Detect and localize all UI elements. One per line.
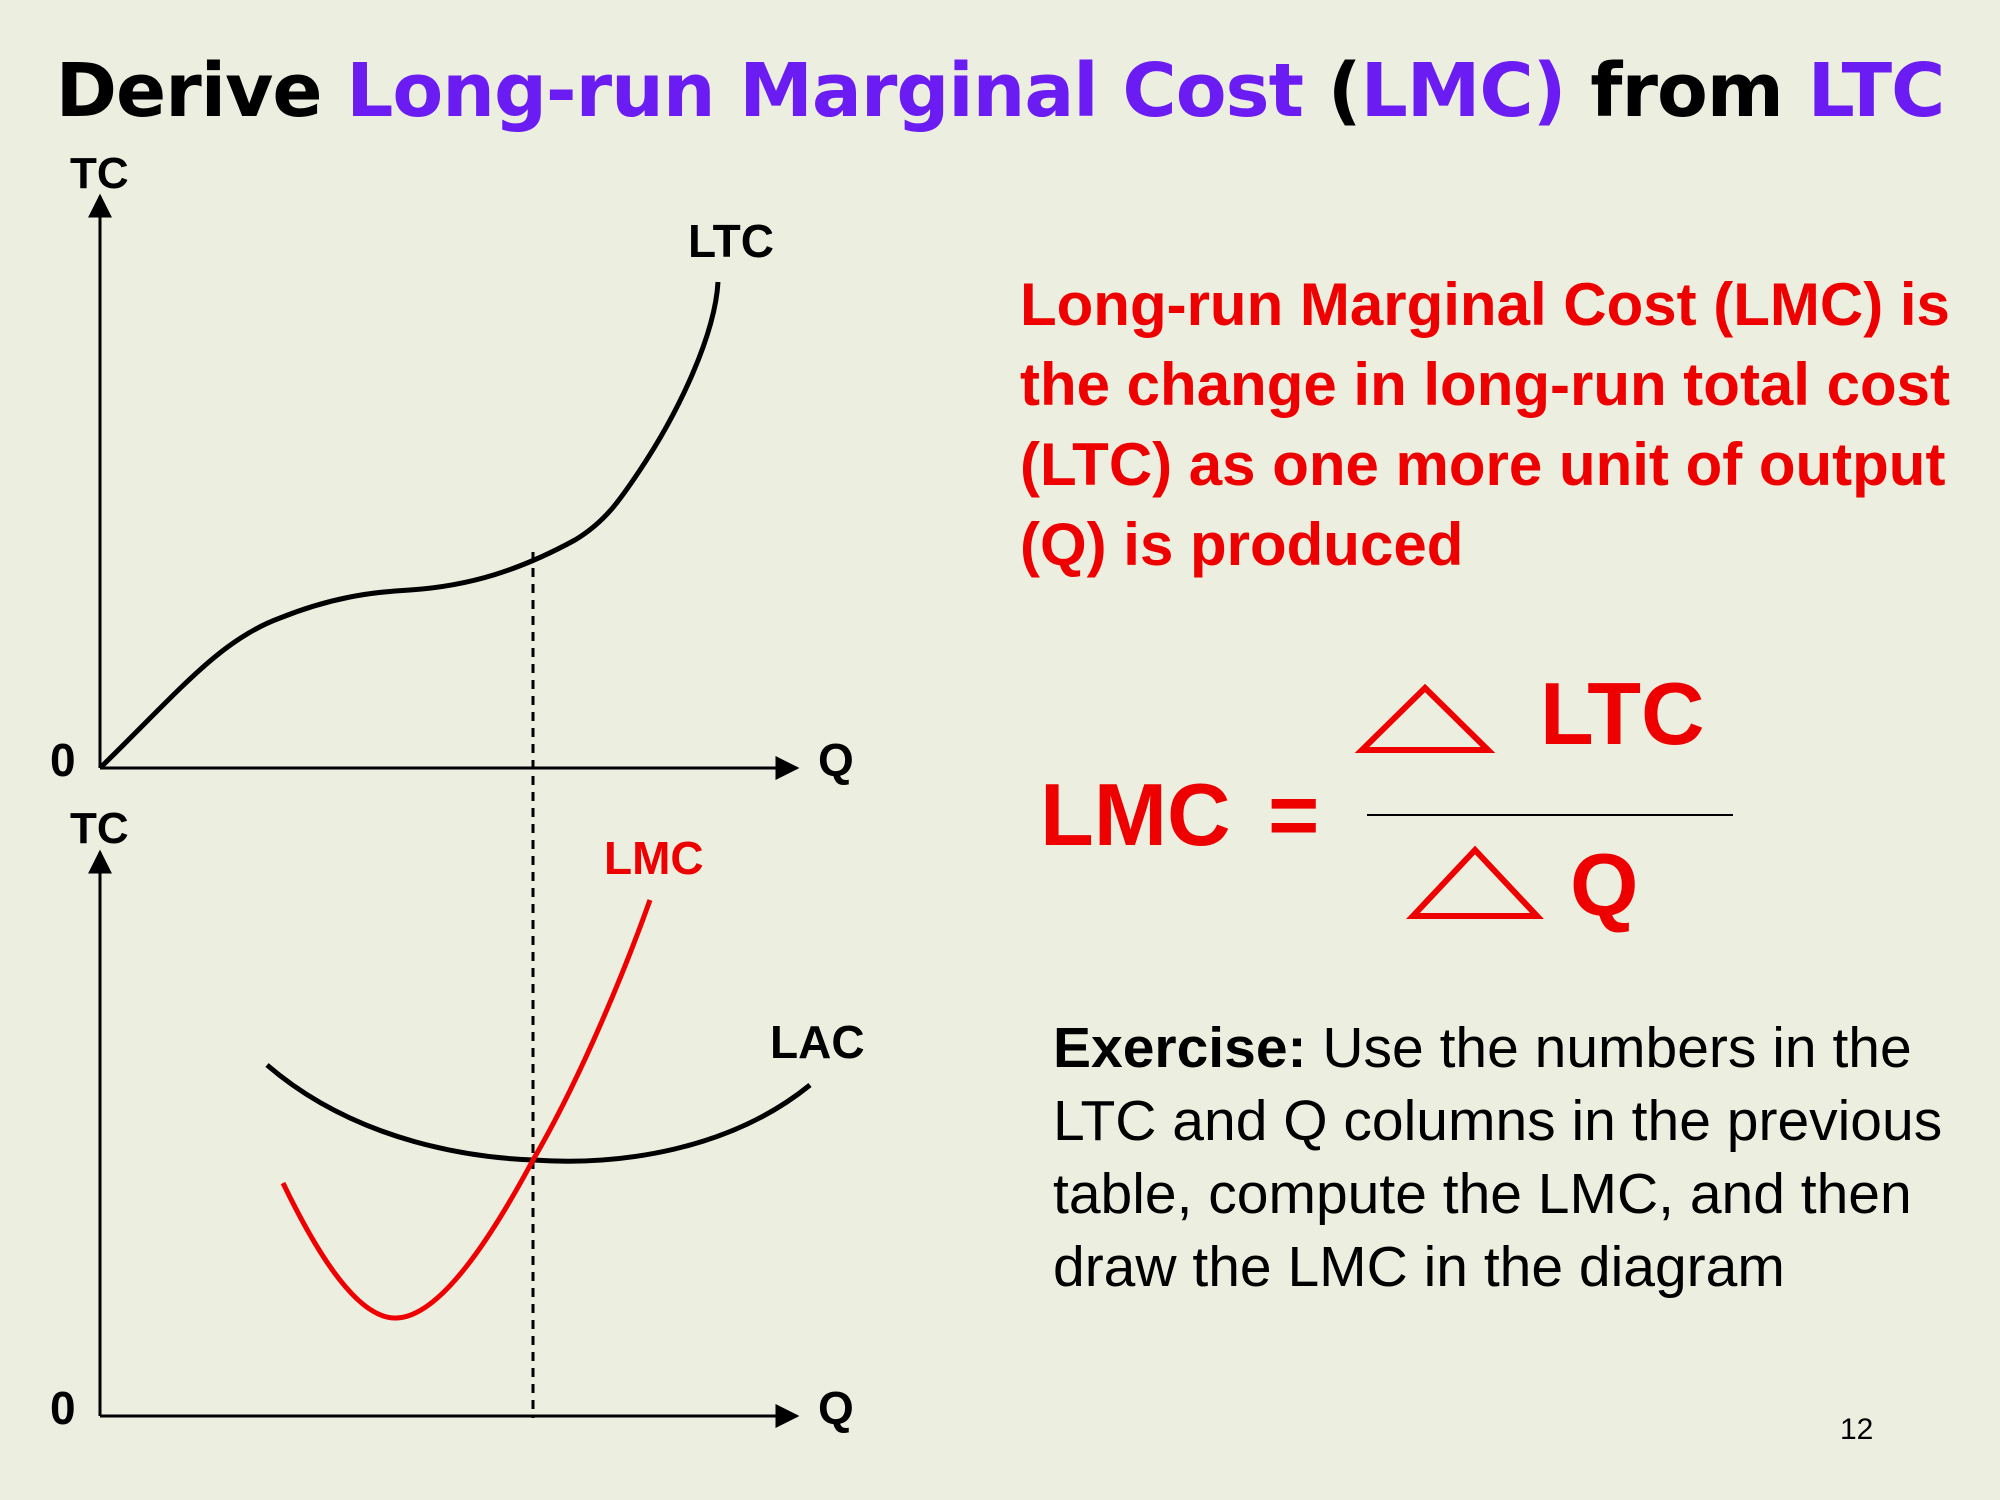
bottom-origin-label: 0 <box>50 1382 76 1434</box>
title-part-lmc: LMC) <box>1360 48 1567 134</box>
delta-denominator-icon <box>1406 845 1544 919</box>
lmc-curve <box>280 899 653 1321</box>
lmc-formula: LMC = LTC Q <box>1040 664 1733 934</box>
formula-numerator: LTC <box>1540 664 1705 763</box>
title-part-lrmc: Long-run Marginal Cost <box>346 48 1304 134</box>
lac-curve-label: LAC <box>770 1016 865 1068</box>
page-number: 12 <box>1840 1413 1874 1446</box>
top-y-axis-label: TC <box>70 149 129 198</box>
exercise-body: Use the numbers in the LTC and Q columns… <box>1053 1016 1943 1299</box>
ltc-curve <box>98 281 721 770</box>
title-part-from: from <box>1565 48 1808 134</box>
top-x-axis-label: Q <box>818 734 854 786</box>
title-part-derive: Derive <box>55 48 347 134</box>
delta-numerator-icon <box>1354 683 1496 753</box>
title-part-paren: ( <box>1302 48 1362 134</box>
title-part-ltc: LTC <box>1807 48 1946 134</box>
bottom-x-axis-label: Q <box>818 1382 854 1434</box>
lmc-curve-label: LMC <box>604 832 704 884</box>
exercise-text: Exercise: Use the numbers in the LTC and… <box>1053 1012 1953 1304</box>
top-origin-label: 0 <box>50 734 76 786</box>
ltc-curve-label: LTC <box>688 215 774 267</box>
bottom-graph: TC Q 0 LAC LMC <box>50 804 865 1434</box>
bottom-y-axis-label: TC <box>70 804 129 853</box>
formula-denominator: Q <box>1570 835 1638 934</box>
lmc-definition: Long-run Marginal Cost (LMC) is the chan… <box>1020 271 1950 578</box>
top-graph: TC Q 0 LTC <box>50 149 854 786</box>
exercise-lead: Exercise: <box>1053 1016 1307 1080</box>
slide-title: Derive Long-run Marginal Cost (LMC) from… <box>0 48 2000 134</box>
formula-lhs: LMC <box>1040 765 1231 864</box>
formula-equals: = <box>1268 765 1319 864</box>
